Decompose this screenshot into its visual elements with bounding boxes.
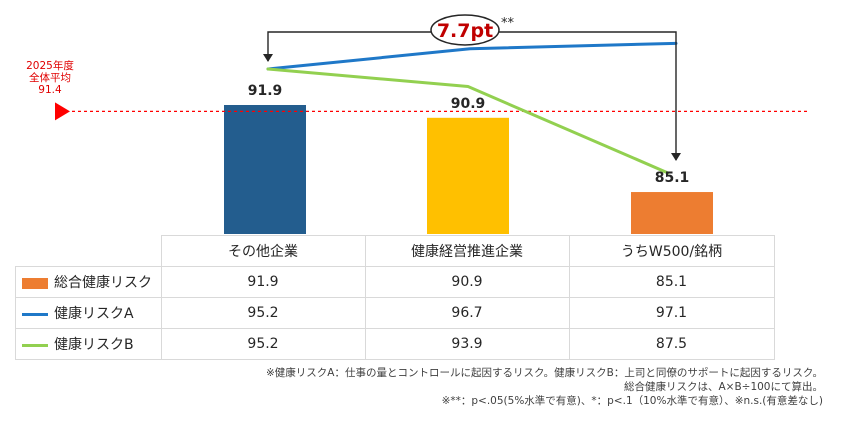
table-header-cell: その他企業 <box>160 235 366 267</box>
bar-legend-key-icon <box>22 277 48 289</box>
bar-value-label: 90.9 <box>451 96 486 112</box>
footnote-line: ※健康リスクA：仕事の量とコントロールに起因するリスク。健康リスクB：上司と同僚… <box>265 367 823 379</box>
line-legend-key-icon <box>22 343 48 347</box>
table-row: 健康リスクB 95.2 93.9 87.5 <box>15 328 775 360</box>
line-legend-key-icon <box>22 312 48 316</box>
table-cell: 97.1 <box>568 297 775 329</box>
table-cell: 91.9 <box>160 266 366 298</box>
series-line-b <box>266 67 670 175</box>
difference-callout <box>430 14 500 46</box>
bar-1 <box>224 105 306 234</box>
bar-labels-group: 91.9 90.9 85.1 <box>248 83 690 186</box>
chart-area: 7.7pt ** 91.9 90.9 85.1 <box>55 14 810 234</box>
data-table: その他企業 健康経営推進企業 うちW500/銘柄 総合健康リスク 91.9 90… <box>15 235 775 360</box>
table-cell: 95.2 <box>160 297 366 329</box>
table-row: 健康リスクA 95.2 96.7 97.1 <box>15 297 775 329</box>
row-label: 総合健康リスク <box>15 266 162 298</box>
table-cell: 90.9 <box>364 266 570 298</box>
table-corner <box>15 235 162 267</box>
bar-value-label: 91.9 <box>248 83 283 99</box>
reference-label: 2025年度 全体平均 91.4 <box>22 60 78 96</box>
table-header-cell: うちW500/銘柄 <box>568 235 775 267</box>
table-cell: 93.9 <box>364 328 570 360</box>
footnotes: ※健康リスクA：仕事の量とコントロールに起因するリスク。健康リスクB：上司と同僚… <box>266 366 823 408</box>
footnote-line: ※**：p<.05(5%水準で有意)、*：p<.1（10%水準で有意）、※n.s… <box>441 395 823 407</box>
table-header-row: その他企業 健康経営推進企業 うちW500/銘柄 <box>15 235 775 267</box>
reference-marker-icon <box>55 102 70 121</box>
bar-2 <box>427 117 509 234</box>
reference-label-value: 91.4 <box>38 84 62 96</box>
reference-label-line2: 全体平均 <box>29 72 71 84</box>
row-label-text: 健康リスクA <box>54 306 134 322</box>
lines-group <box>266 41 678 175</box>
footnote-line: 総合健康リスクは、A×B÷100にて算出。 <box>623 381 823 393</box>
table-cell: 95.2 <box>160 328 366 360</box>
bars-group <box>224 105 713 234</box>
reference-label-line1: 2025年度 <box>26 60 74 72</box>
row-label: 健康リスクB <box>15 328 162 360</box>
table-header-cell: 健康経営推進企業 <box>364 235 570 267</box>
table-cell: 87.5 <box>568 328 775 360</box>
bar-value-label: 85.1 <box>655 170 690 186</box>
row-label-text: 総合健康リスク <box>54 275 152 291</box>
table-cell: 85.1 <box>568 266 775 298</box>
bar-3 <box>631 192 713 234</box>
difference-significance: ** <box>501 16 515 31</box>
table-cell: 96.7 <box>364 297 570 329</box>
row-label-text: 健康リスクB <box>54 337 134 353</box>
series-line-a <box>266 41 678 71</box>
arrowhead-right-icon <box>671 153 681 162</box>
table-row: 総合健康リスク 91.9 90.9 85.1 <box>15 266 775 298</box>
row-label: 健康リスクA <box>15 297 162 329</box>
arrowhead-left-icon <box>263 54 273 62</box>
difference-label: 7.7pt <box>437 20 493 42</box>
